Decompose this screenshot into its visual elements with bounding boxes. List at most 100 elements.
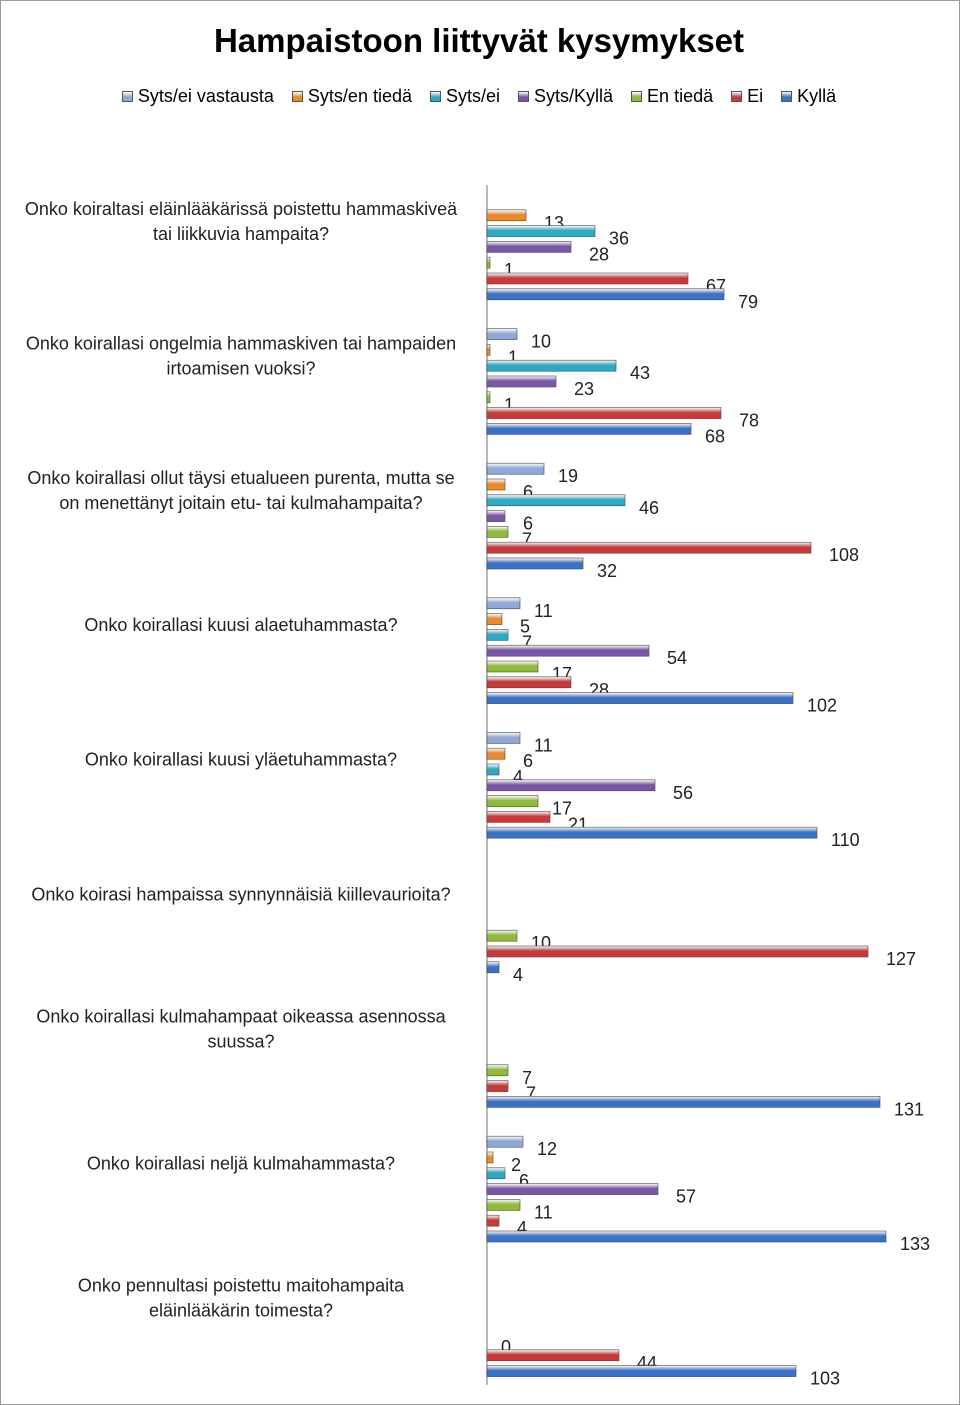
- legend-item: Syts/ei: [429, 86, 501, 107]
- data-label: 23: [574, 379, 594, 399]
- bar: [486, 747, 506, 760]
- bar: [486, 478, 506, 491]
- category-label: suussa?: [207, 1031, 274, 1051]
- data-label: 54: [667, 648, 687, 668]
- bar: [486, 676, 572, 689]
- data-label: 5: [520, 617, 530, 637]
- data-label: 0: [501, 1337, 511, 1357]
- category-label: Onko koirallasi kuusi yläetuhammasta?: [85, 750, 397, 770]
- bar: [486, 961, 500, 974]
- bar: [486, 288, 725, 301]
- data-label: 7: [522, 529, 532, 549]
- legend-item: Syts/Kyllä: [518, 86, 613, 107]
- category-label: Onko pennultasi poistettu maitohampaita: [78, 1276, 405, 1296]
- data-label: 19: [558, 466, 578, 486]
- data-label: 17: [552, 799, 572, 819]
- category-label: Onko koirallasi ongelmia hammaskiven tai…: [26, 333, 456, 353]
- data-label: 102: [807, 696, 837, 716]
- category-label: Onko koirasi hampaissa synnynnäisiä kiil…: [31, 884, 450, 904]
- data-label: 6: [523, 751, 533, 771]
- legend-label: Syts/Kyllä: [534, 86, 614, 106]
- bar: [486, 391, 491, 404]
- legend-swatch: [731, 91, 743, 102]
- bar: [486, 359, 617, 372]
- data-label: 36: [609, 229, 629, 249]
- legend-item: Ei: [731, 86, 763, 107]
- category-label: Onko koirallasi kulmahampaat oikeassa as…: [36, 1006, 446, 1026]
- data-label: 56: [673, 783, 693, 803]
- data-label: 6: [523, 514, 533, 534]
- bar: [486, 494, 626, 507]
- bar: [486, 407, 722, 419]
- bar: [486, 644, 650, 657]
- data-label: 6: [523, 482, 533, 502]
- bar: [486, 660, 539, 673]
- bar: [486, 1214, 500, 1227]
- bar: [486, 462, 545, 475]
- legend-swatch: [518, 91, 530, 102]
- bar: [486, 241, 572, 253]
- bar: [486, 763, 500, 776]
- bar: [486, 209, 527, 222]
- bar: [486, 510, 506, 522]
- category-label: Onko koirallasi kuusi alaetuhammasta?: [84, 615, 397, 635]
- bar: [486, 826, 818, 839]
- data-label: 43: [630, 363, 650, 383]
- bar: [486, 344, 491, 356]
- bar: [486, 1064, 509, 1077]
- chart-legend: Syts/ei vastausta Syts/en tiedä Syts/ei Syt…: [0, 86, 958, 107]
- bar: [486, 526, 509, 538]
- category-label: tai liikkuvia hampaita?: [153, 224, 329, 244]
- legend-label: Syts/ei vastausta: [137, 86, 274, 106]
- data-label: 11: [534, 1202, 553, 1222]
- legend-item: Syts/ei vastausta: [121, 86, 274, 107]
- data-label: 133: [900, 1234, 930, 1254]
- bar: [486, 256, 491, 269]
- category-label: Onko koirallasi neljä kulmahammasta?: [87, 1154, 395, 1174]
- bar: [486, 597, 521, 610]
- data-label: 6: [519, 1171, 529, 1191]
- data-label: 11: [534, 735, 553, 755]
- bar: [486, 1167, 506, 1180]
- bar: [486, 225, 596, 237]
- data-label: 10: [531, 332, 551, 352]
- data-label: 4: [513, 767, 523, 787]
- data-label: 4: [513, 965, 523, 985]
- data-label: 79: [738, 292, 758, 312]
- bar: [486, 328, 518, 340]
- chart-title: Hampaistoon liittyvät kysymykset: [213, 22, 745, 59]
- data-label: 1: [508, 347, 518, 367]
- bar: [486, 541, 812, 554]
- legend-swatch: [121, 91, 133, 102]
- bar: [486, 613, 503, 625]
- data-label: 78: [739, 411, 759, 431]
- legend-label: Kyllä: [797, 86, 837, 106]
- category-label: irtoamisen vuoksi?: [166, 358, 315, 378]
- bar: [486, 692, 794, 704]
- data-label: 4: [517, 1218, 527, 1238]
- legend-label: Ei: [747, 86, 764, 106]
- category-label: eläinlääkärin toimesta?: [149, 1301, 333, 1321]
- legend-item: Kyllä: [781, 86, 836, 107]
- bar: [486, 1096, 881, 1108]
- data-label: 46: [639, 498, 659, 518]
- legend-label: Syts/ei: [445, 86, 501, 106]
- bar: [486, 272, 689, 285]
- bar: [486, 557, 584, 570]
- legend-swatch: [631, 91, 643, 102]
- bar: [486, 423, 692, 435]
- data-label: 103: [810, 1369, 840, 1389]
- data-label: 57: [676, 1187, 696, 1207]
- bar: [486, 629, 509, 641]
- bar: [486, 375, 557, 388]
- bar: [486, 732, 521, 744]
- data-label: 28: [589, 244, 609, 264]
- legend-item: Syts/en tiedä: [291, 86, 412, 107]
- data-label: 127: [886, 949, 916, 969]
- data-label: 32: [597, 561, 617, 581]
- bar: [486, 1349, 620, 1362]
- data-label: 110: [831, 830, 860, 850]
- data-label: 2: [511, 1155, 521, 1175]
